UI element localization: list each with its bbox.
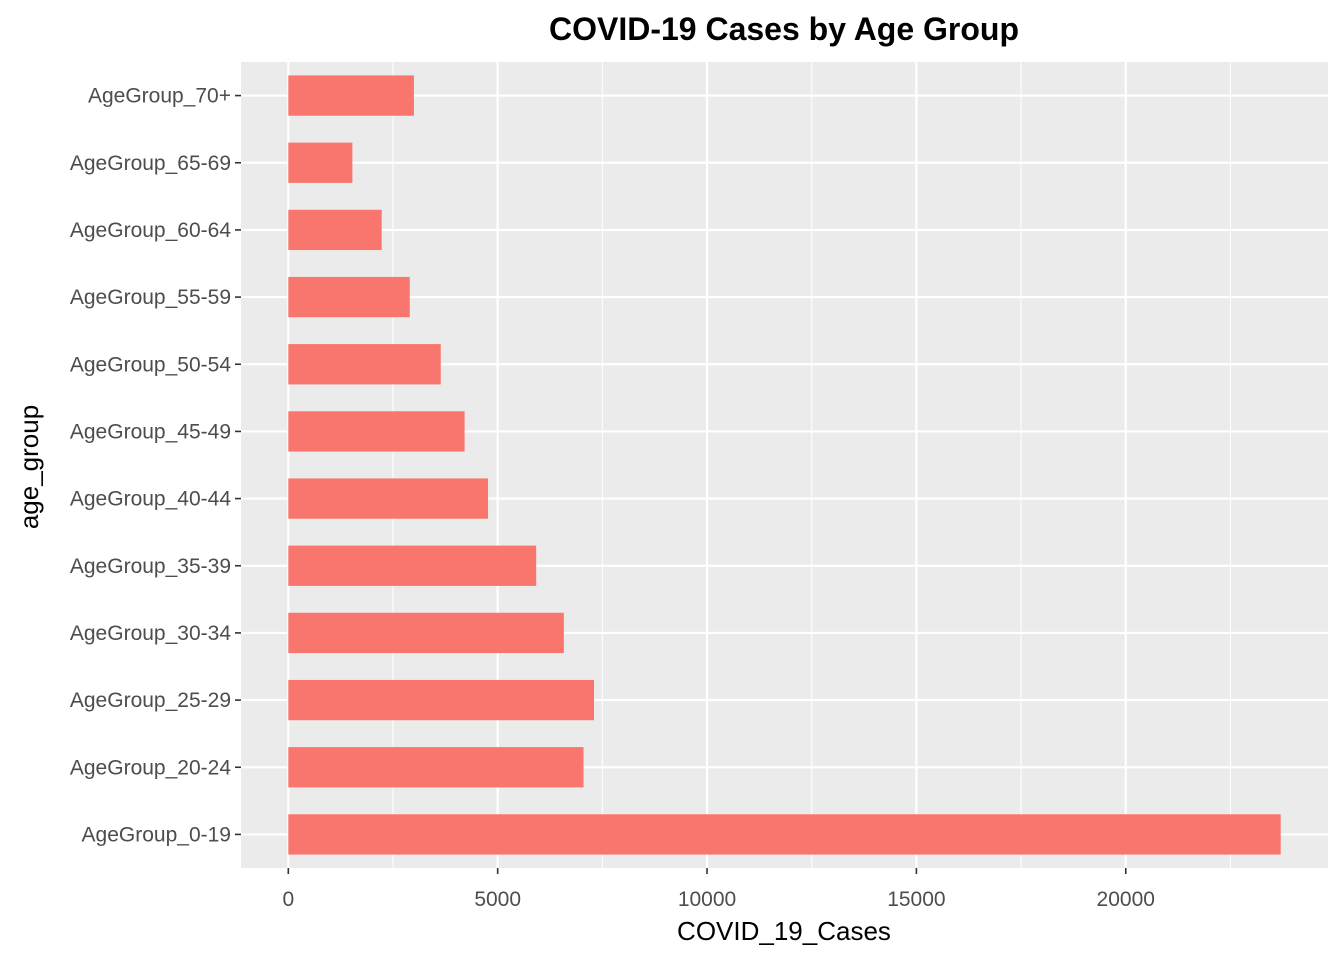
- x-tick-label: 5000: [474, 888, 521, 911]
- x-tick-label: 10000: [678, 888, 736, 911]
- bar: [288, 747, 584, 788]
- minor-gridlines: [392, 62, 1231, 868]
- y-tick-label: AgeGroup_65-69: [70, 152, 231, 175]
- bar: [288, 478, 489, 519]
- y-tick-label: AgeGroup_50-54: [70, 353, 231, 376]
- y-tick-label: AgeGroup_35-39: [70, 555, 231, 578]
- bar: [288, 679, 594, 721]
- bars: [288, 75, 1281, 855]
- y-tick-label: AgeGroup_45-49: [70, 420, 231, 443]
- y-tick-label: AgeGroup_0-19: [82, 823, 231, 846]
- bar: [288, 276, 410, 318]
- bar: [288, 411, 465, 452]
- y-axis: AgeGroup_0-19 AgeGroup_20-24 AgeGroup_25-2…: [70, 85, 241, 846]
- x-axis: 0 5000 10000 15000 20000: [282, 868, 1155, 911]
- y-tick-label: AgeGroup_30-34: [70, 622, 231, 645]
- y-tick-label: AgeGroup_40-44: [70, 488, 231, 511]
- y-tick-label: AgeGroup_60-64: [70, 219, 231, 242]
- bar: [288, 814, 1281, 855]
- bar: [288, 344, 441, 385]
- x-tick-label: 20000: [1097, 888, 1155, 911]
- x-tick-label: 0: [282, 888, 294, 911]
- chart-title: COVID-19 Cases by Age Group: [549, 11, 1019, 47]
- bar: [288, 545, 537, 586]
- y-tick-label: AgeGroup_25-29: [70, 689, 231, 712]
- plot-panel: [241, 62, 1328, 868]
- bar: [288, 209, 382, 251]
- y-tick-label: AgeGroup_20-24: [70, 756, 231, 779]
- bar: [288, 612, 564, 654]
- y-tick-label: AgeGroup_70+: [88, 85, 231, 108]
- x-tick-label: 15000: [887, 888, 945, 911]
- x-axis-title: COVID_19_Cases: [677, 916, 891, 946]
- y-tick-label: AgeGroup_55-59: [70, 286, 231, 309]
- bar: [288, 75, 414, 116]
- y-axis-title: age_group: [14, 405, 44, 529]
- bar: [288, 142, 353, 183]
